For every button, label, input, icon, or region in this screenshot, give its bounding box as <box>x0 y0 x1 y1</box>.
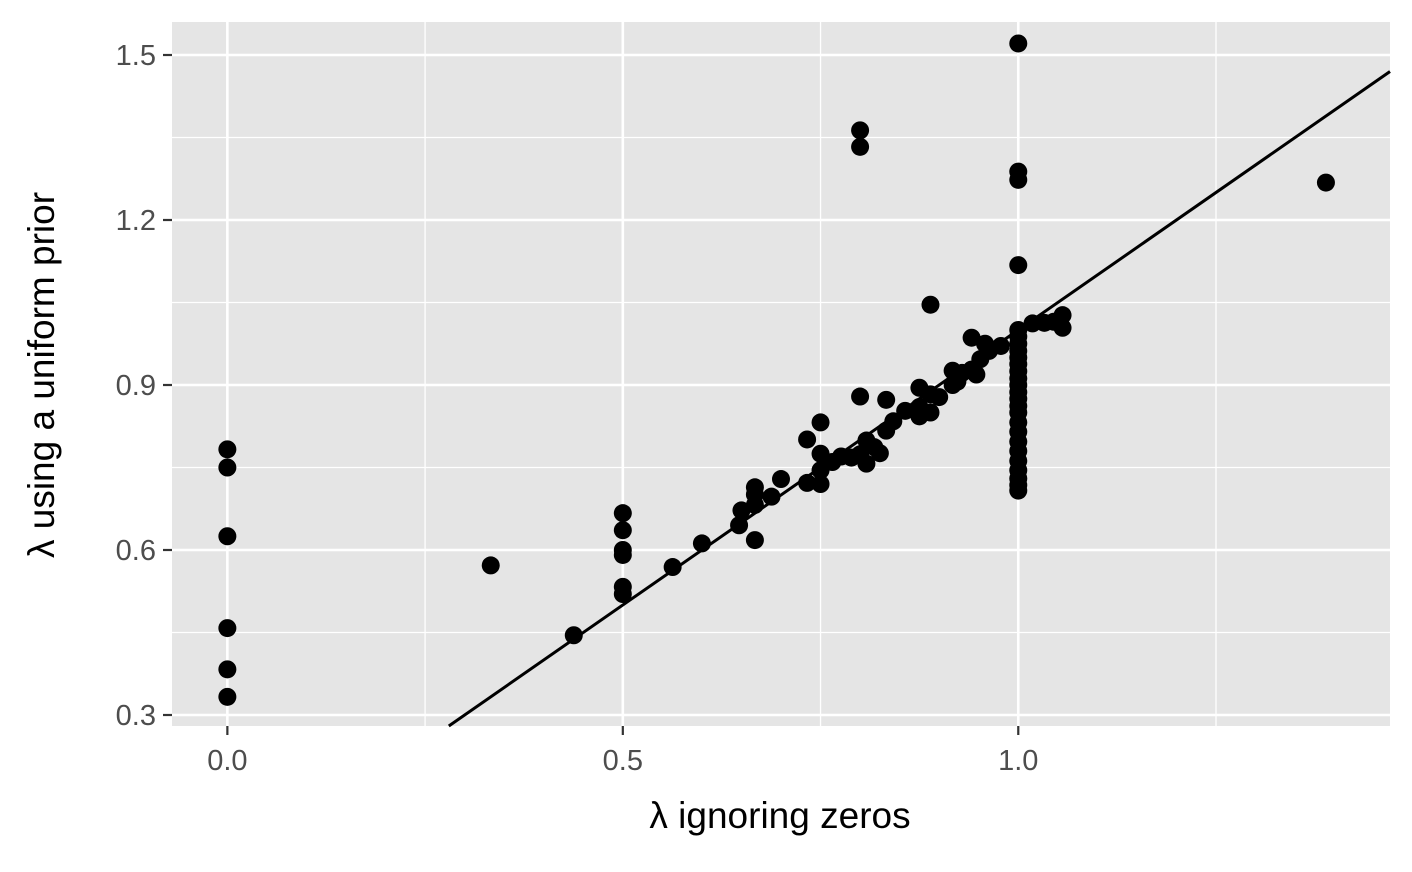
x-tick-label: 1.0 <box>998 745 1038 777</box>
data-point <box>967 365 986 384</box>
data-point <box>218 440 237 459</box>
data-point <box>857 454 876 473</box>
data-point <box>811 413 830 432</box>
data-point <box>613 545 632 564</box>
y-tick-label: 1.5 <box>116 40 156 72</box>
data-point <box>745 531 764 550</box>
data-point <box>798 430 817 449</box>
y-tick-label: 1.2 <box>116 205 156 237</box>
data-point <box>1053 318 1072 337</box>
data-point <box>870 444 889 463</box>
axes: 0.0 0.5 1.0 0.3 0.6 0.9 1.2 1.5 <box>116 40 1039 777</box>
data-point <box>921 295 940 314</box>
data-point <box>884 412 903 431</box>
data-point <box>732 501 751 520</box>
x-axis-title: λ ignoring zeros <box>649 795 910 836</box>
data-point <box>811 475 830 493</box>
plot-panel <box>172 22 1390 726</box>
data-point <box>730 516 749 535</box>
data-point <box>1009 256 1028 275</box>
data-point <box>218 660 237 679</box>
data-point <box>218 687 237 706</box>
y-tick-label: 0.3 <box>116 700 156 732</box>
data-point <box>896 401 915 420</box>
data-point <box>1316 173 1335 192</box>
data-point <box>1053 306 1072 325</box>
grid-lines <box>172 22 1390 726</box>
data-point <box>772 470 790 489</box>
data-point <box>613 585 632 603</box>
data-point <box>962 328 981 347</box>
data-point <box>663 558 682 577</box>
x-tick-label: 0.5 <box>603 745 643 777</box>
data-point <box>218 458 237 477</box>
y-tick-label: 0.6 <box>116 535 156 567</box>
panel-background <box>172 22 1390 726</box>
data-point <box>745 495 764 514</box>
data-point <box>564 626 583 645</box>
data-point <box>218 527 237 546</box>
data-point <box>851 387 870 406</box>
data-point <box>930 388 949 407</box>
data-point <box>481 556 500 575</box>
x-tick-label: 0.0 <box>207 745 247 777</box>
data-point <box>798 473 817 492</box>
data-point <box>921 403 940 422</box>
data-point <box>851 137 870 156</box>
data-point <box>1009 34 1028 53</box>
data-point <box>218 619 237 638</box>
data-point <box>613 504 632 523</box>
data-point <box>1009 481 1028 500</box>
data-point <box>613 521 632 540</box>
y-tick-label: 0.9 <box>116 370 156 402</box>
data-points <box>218 34 1335 706</box>
data-point <box>877 390 896 409</box>
data-point <box>1009 170 1028 189</box>
data-point <box>762 487 781 506</box>
y-axis-title: λ using a uniform prior <box>21 192 62 558</box>
data-point <box>692 534 711 553</box>
data-point <box>991 336 1010 355</box>
data-point <box>851 121 870 140</box>
